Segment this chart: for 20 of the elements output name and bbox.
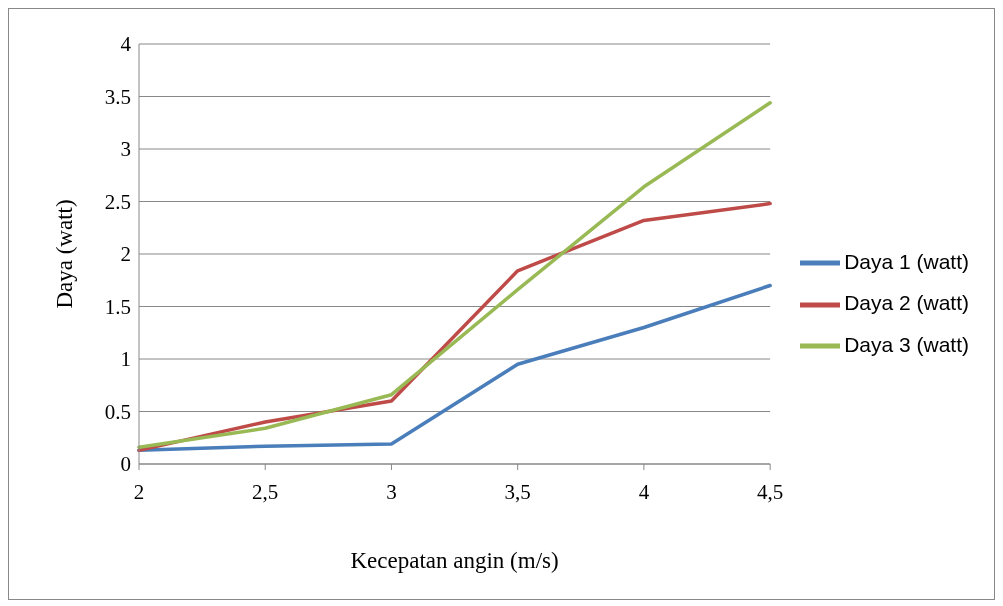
legend-label: Daya 3 (watt) [844,332,969,356]
x-tick-label: 4 [638,479,650,504]
y-tick-label: 2.5 [104,189,131,214]
x-tick-label: 3,5 [504,479,531,504]
legend-label: Daya 1 (watt) [844,249,969,273]
line-series [137,101,772,449]
y-tick-label: 4 [120,32,132,57]
y-tick-label: 0.5 [104,399,131,424]
x-axis-title: Kecepatan angin (m/s) [350,548,559,574]
x-tick-label: 2,5 [252,479,279,504]
x-tick-label: 3 [386,479,397,504]
y-tick-label: 3.5 [104,84,131,109]
y-tick-label: 3 [120,137,131,162]
y-tick-label: 2 [120,242,131,267]
legend-label: Daya 2 (watt) [844,291,969,315]
y-tick-label: 1 [120,347,131,372]
y-axis-title: Daya (watt) [52,199,78,309]
y-tick-label: 0 [120,452,131,477]
x-tick-label: 4,5 [757,479,784,504]
y-tick-label: 1.5 [104,294,131,319]
